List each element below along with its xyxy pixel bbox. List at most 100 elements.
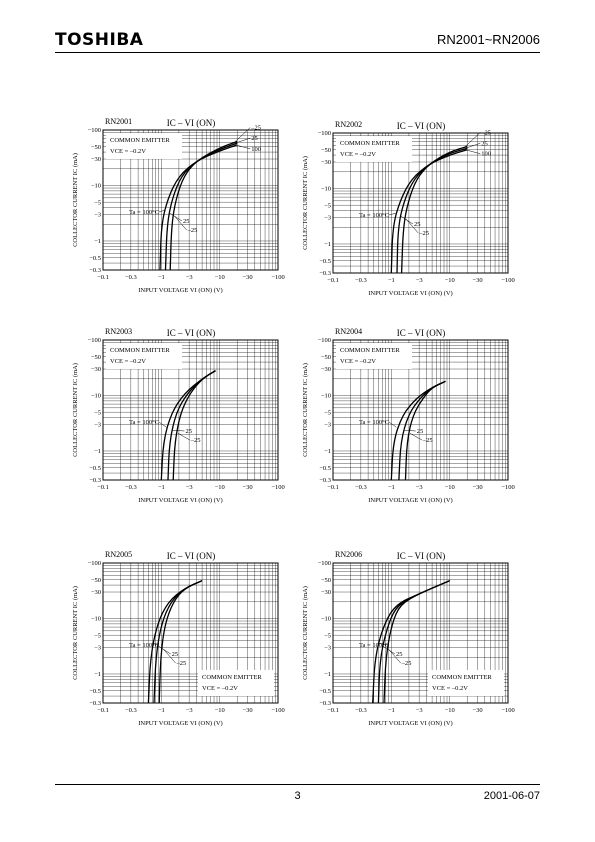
document-title: RN2001~RN2006 bbox=[437, 32, 540, 47]
series-line bbox=[169, 140, 238, 271]
y-tick-label: −10 bbox=[91, 183, 101, 190]
series-label-high: –25 bbox=[480, 130, 491, 137]
y-tick-label: −0.3 bbox=[89, 477, 101, 484]
y-tick-label: −50 bbox=[321, 354, 331, 361]
condition-text: VCE = –0.2V bbox=[340, 358, 376, 365]
x-tick-label: −100 bbox=[501, 484, 514, 491]
series-group: Ta = 100°C 25 –25 bbox=[129, 580, 203, 704]
y-tick-label: −5 bbox=[94, 409, 101, 416]
y-tick-label: −30 bbox=[321, 589, 331, 596]
plot-frame bbox=[332, 132, 509, 274]
series-leader-high bbox=[465, 143, 481, 149]
y-tick-label: −3 bbox=[324, 422, 331, 429]
x-tick-label: −0.1 bbox=[327, 707, 339, 714]
series-leader-high bbox=[235, 144, 251, 150]
x-axis-label: INPUT VOLTAGE VI (ON) (V) bbox=[138, 497, 222, 504]
page-number: 3 bbox=[294, 790, 301, 802]
plot-frame bbox=[102, 339, 279, 481]
series-leader-high bbox=[465, 149, 481, 154]
series-line bbox=[164, 142, 238, 271]
x-tick-label: −0.1 bbox=[97, 707, 109, 714]
x-tick-label: −0.3 bbox=[355, 277, 367, 284]
chart-title: IC – VI (ON) bbox=[167, 328, 216, 338]
x-tick-label: −3 bbox=[186, 707, 193, 714]
y-tick-label: −3 bbox=[324, 215, 331, 222]
series-line bbox=[172, 370, 216, 481]
x-axis-label: INPUT VOLTAGE VI (ON) (V) bbox=[368, 290, 452, 297]
panel-label: RN2002 bbox=[335, 120, 362, 129]
y-tick-label: −10 bbox=[91, 616, 101, 623]
series-label: 25 bbox=[396, 651, 403, 658]
x-tick-label: −10 bbox=[445, 484, 455, 491]
series-group: Ta = 100°C 25 –25 bbox=[129, 370, 216, 481]
y-tick-label: −50 bbox=[91, 577, 101, 584]
y-tick-label: −3 bbox=[94, 645, 101, 652]
series-line bbox=[400, 145, 468, 274]
series-label: Ta = 100°C bbox=[129, 419, 159, 426]
x-tick-label: −1 bbox=[158, 707, 165, 714]
chart-title: IC – VI (ON) bbox=[167, 118, 216, 128]
panel-label: RN2001 bbox=[105, 117, 132, 126]
conditions-bg bbox=[336, 343, 412, 369]
chart-panel-rn2006: RN2006 IC – VI (ON)−0.1 −0.3 −1 −3 −10 −30 −100… bbox=[302, 550, 515, 727]
condition-text: VCE = –0.2V bbox=[432, 685, 468, 692]
series-leader-high bbox=[235, 127, 251, 142]
x-tick-label: −0.3 bbox=[355, 484, 367, 491]
y-tick-label: −0.3 bbox=[319, 270, 331, 277]
y-tick-label: −0.3 bbox=[89, 700, 101, 707]
x-tick-label: −3 bbox=[416, 707, 423, 714]
series-label: Ta = 100°C bbox=[359, 212, 389, 219]
series-leader bbox=[174, 216, 187, 231]
y-tick-label: −50 bbox=[91, 354, 101, 361]
series-label: 25 bbox=[414, 221, 421, 228]
y-tick-label: −5 bbox=[324, 632, 331, 639]
x-tick-label: −10 bbox=[445, 707, 455, 714]
panel-label: RN2004 bbox=[335, 327, 362, 336]
y-tick-label: −30 bbox=[91, 366, 101, 373]
page-header: TOSHIBA RN2001~RN2006 bbox=[55, 30, 540, 50]
panel-label: RN2006 bbox=[335, 550, 362, 559]
x-tick-label: −0.1 bbox=[327, 277, 339, 284]
chart-title: IC – VI (ON) bbox=[397, 551, 446, 561]
y-tick-label: −0.5 bbox=[89, 688, 101, 695]
y-tick-label: −0.5 bbox=[319, 258, 331, 265]
x-tick-label: −30 bbox=[472, 707, 482, 714]
y-tick-label: −5 bbox=[94, 632, 101, 639]
series-label: 25 bbox=[183, 218, 190, 225]
y-tick-label: −100 bbox=[318, 560, 331, 567]
y-tick-label: −30 bbox=[91, 589, 101, 596]
x-tick-label: −0.1 bbox=[327, 484, 339, 491]
y-tick-label: −100 bbox=[88, 337, 101, 344]
x-tick-label: −1 bbox=[388, 484, 395, 491]
series-label-high: 100 bbox=[251, 146, 261, 153]
y-tick-label: −30 bbox=[321, 159, 331, 166]
condition-text: COMMON EMITTER bbox=[110, 347, 170, 354]
x-axis-label: INPUT VOLTAGE VI (ON) (V) bbox=[138, 287, 222, 294]
series-label: Ta = 100°C bbox=[129, 642, 159, 649]
series-label: Ta = 100°C bbox=[129, 209, 159, 216]
x-tick-label: −30 bbox=[472, 277, 482, 284]
conditions-bg bbox=[336, 136, 412, 162]
series-line bbox=[159, 144, 238, 271]
series-label: –25 bbox=[187, 227, 198, 234]
series-label: –25 bbox=[190, 437, 201, 444]
series-label-high: 25 bbox=[251, 135, 258, 142]
series-leader bbox=[388, 649, 401, 664]
chart-panel-rn2002: RN2002 IC – VI (ON)−0.1 −0.3 −1 −3 −10 −30 −100… bbox=[302, 120, 515, 297]
condition-text: COMMON EMITTER bbox=[340, 347, 400, 354]
series-leader-high bbox=[465, 132, 481, 147]
y-tick-label: −100 bbox=[88, 560, 101, 567]
series-label: Ta = 100°C bbox=[359, 419, 389, 426]
y-tick-label: −5 bbox=[324, 409, 331, 416]
condition-text: COMMON EMITTER bbox=[432, 674, 492, 681]
conditions-bg bbox=[106, 343, 182, 369]
chart-panel-rn2005: RN2005 IC – VI (ON)−0.1 −0.3 −1 −3 −10 −30 −100… bbox=[72, 550, 285, 727]
chart-title: IC – VI (ON) bbox=[397, 121, 446, 131]
y-tick-label: −0.5 bbox=[319, 688, 331, 695]
y-tick-label: −1 bbox=[324, 671, 331, 678]
series-label: Ta = 100°C bbox=[359, 642, 389, 649]
footer-rule bbox=[55, 784, 540, 785]
x-axis-label: INPUT VOLTAGE VI (ON) (V) bbox=[368, 497, 452, 504]
x-tick-label: −1 bbox=[158, 274, 165, 281]
conditions-bg bbox=[106, 133, 182, 159]
